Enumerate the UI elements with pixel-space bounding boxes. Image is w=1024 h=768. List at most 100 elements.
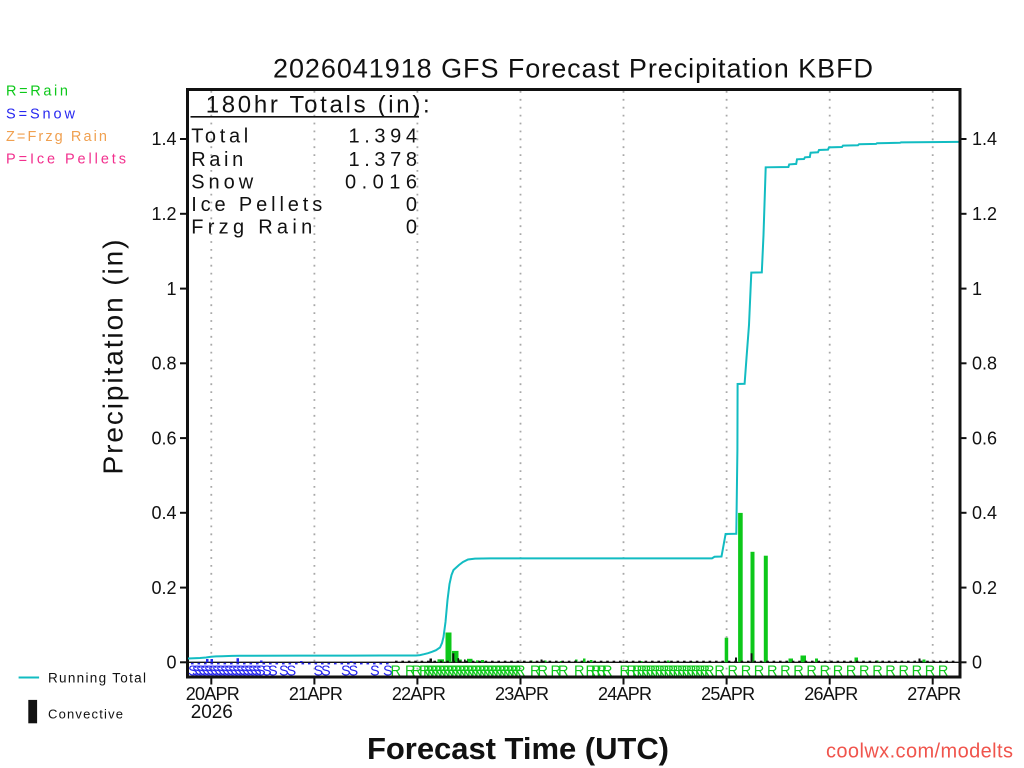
svg-text:S: S: [212, 664, 222, 680]
svg-text:R: R: [511, 664, 521, 680]
svg-text:R: R: [833, 664, 843, 680]
svg-text:0.6: 0.6: [151, 428, 176, 448]
svg-text:R: R: [558, 664, 568, 680]
svg-text:S: S: [244, 664, 254, 680]
svg-text:1.2: 1.2: [972, 204, 997, 224]
svg-text:S: S: [200, 664, 210, 680]
svg-text:0: 0: [406, 216, 417, 238]
svg-text:0.016: 0.016: [345, 172, 417, 194]
svg-text:R: R: [641, 664, 651, 680]
svg-text:R: R: [495, 664, 505, 680]
svg-text:2026041918 GFS Forecast Precip: 2026041918 GFS Forecast Precipitation KB…: [273, 54, 873, 84]
svg-text:R: R: [483, 664, 493, 680]
svg-text:R: R: [405, 664, 415, 680]
svg-text:R: R: [412, 664, 422, 680]
svg-text:R: R: [682, 664, 692, 680]
svg-text:S: S: [256, 664, 266, 680]
svg-text:S: S: [287, 664, 297, 680]
svg-text:R: R: [793, 664, 803, 680]
svg-text:R: R: [515, 664, 525, 680]
svg-text:0.2: 0.2: [972, 578, 997, 598]
svg-text:R: R: [431, 664, 441, 680]
svg-text:20APR: 20APR: [186, 684, 240, 704]
svg-text:R: R: [471, 664, 481, 680]
svg-text:2026: 2026: [191, 702, 233, 723]
svg-text:R: R: [925, 664, 935, 680]
svg-text:R: R: [586, 664, 596, 680]
svg-text:R: R: [419, 664, 429, 680]
svg-text:R: R: [451, 664, 461, 680]
svg-text:R: R: [820, 664, 830, 680]
svg-text:R: R: [455, 664, 465, 680]
svg-text:1.4: 1.4: [151, 129, 176, 149]
svg-text:S: S: [228, 664, 238, 680]
svg-text:S: S: [341, 664, 351, 680]
svg-text:R: R: [695, 664, 705, 680]
svg-text:S: S: [208, 664, 218, 680]
svg-text:R: R: [899, 664, 909, 680]
svg-text:21APR: 21APR: [289, 684, 343, 704]
svg-text:R: R: [597, 664, 607, 680]
svg-text:S: S: [252, 664, 262, 680]
svg-text:R: R: [872, 664, 882, 680]
svg-text:1: 1: [972, 279, 982, 299]
svg-text:24APR: 24APR: [598, 684, 652, 704]
svg-text:R: R: [530, 664, 540, 680]
svg-text:R: R: [487, 664, 497, 680]
svg-text:R: R: [664, 664, 674, 680]
svg-text:R: R: [754, 664, 764, 680]
svg-text:R: R: [551, 664, 561, 680]
svg-text:R: R: [655, 664, 665, 680]
svg-text:S: S: [248, 664, 258, 680]
svg-text:25APR: 25APR: [701, 684, 755, 704]
svg-text:S: S: [262, 664, 272, 680]
svg-text:R: R: [423, 664, 433, 680]
svg-text:R: R: [885, 664, 895, 680]
svg-text:S: S: [370, 664, 380, 680]
svg-text:27APR: 27APR: [907, 684, 961, 704]
svg-text:S: S: [204, 664, 214, 680]
svg-text:R: R: [912, 664, 922, 680]
svg-text:S: S: [224, 664, 234, 680]
svg-text:R: R: [479, 664, 489, 680]
svg-text:R: R: [602, 664, 612, 680]
svg-text:Ice Pellets: Ice Pellets: [191, 194, 322, 216]
svg-text:1.394: 1.394: [349, 125, 418, 147]
svg-text:0.6: 0.6: [972, 428, 997, 448]
svg-text:1: 1: [166, 279, 176, 299]
svg-text:S: S: [279, 664, 289, 680]
svg-text:R: R: [659, 664, 669, 680]
svg-text:R: R: [491, 664, 501, 680]
svg-text:S: S: [216, 664, 226, 680]
svg-text:0.8: 0.8: [151, 354, 176, 374]
svg-text:R: R: [741, 664, 751, 680]
svg-text:R: R: [668, 664, 678, 680]
svg-text:0.2: 0.2: [151, 578, 176, 598]
svg-text:1.2: 1.2: [151, 204, 176, 224]
svg-text:Rain: Rain: [191, 149, 243, 171]
svg-text:R: R: [463, 664, 473, 680]
svg-text:R: R: [467, 664, 477, 680]
svg-text:26APR: 26APR: [804, 684, 858, 704]
svg-text:R: R: [780, 664, 790, 680]
svg-text:0: 0: [972, 653, 982, 673]
svg-text:0.4: 0.4: [972, 503, 997, 523]
svg-text:R: R: [704, 664, 714, 680]
svg-text:Running Total: Running Total: [48, 670, 146, 685]
svg-text:R: R: [427, 664, 437, 680]
svg-text:R: R: [507, 664, 517, 680]
svg-text:1.4: 1.4: [972, 129, 997, 149]
svg-text:S: S: [188, 664, 198, 680]
svg-text:R: R: [627, 664, 637, 680]
svg-text:R: R: [767, 664, 777, 680]
svg-text:Convective: Convective: [48, 707, 123, 722]
svg-text:R: R: [673, 664, 683, 680]
svg-text:S: S: [321, 664, 331, 680]
svg-text:R: R: [650, 664, 660, 680]
svg-text:22APR: 22APR: [392, 684, 446, 704]
svg-text:R: R: [938, 664, 948, 680]
svg-text:R: R: [447, 664, 457, 680]
svg-text:R: R: [503, 664, 513, 680]
svg-text:S: S: [220, 664, 230, 680]
svg-text:R: R: [620, 664, 630, 680]
